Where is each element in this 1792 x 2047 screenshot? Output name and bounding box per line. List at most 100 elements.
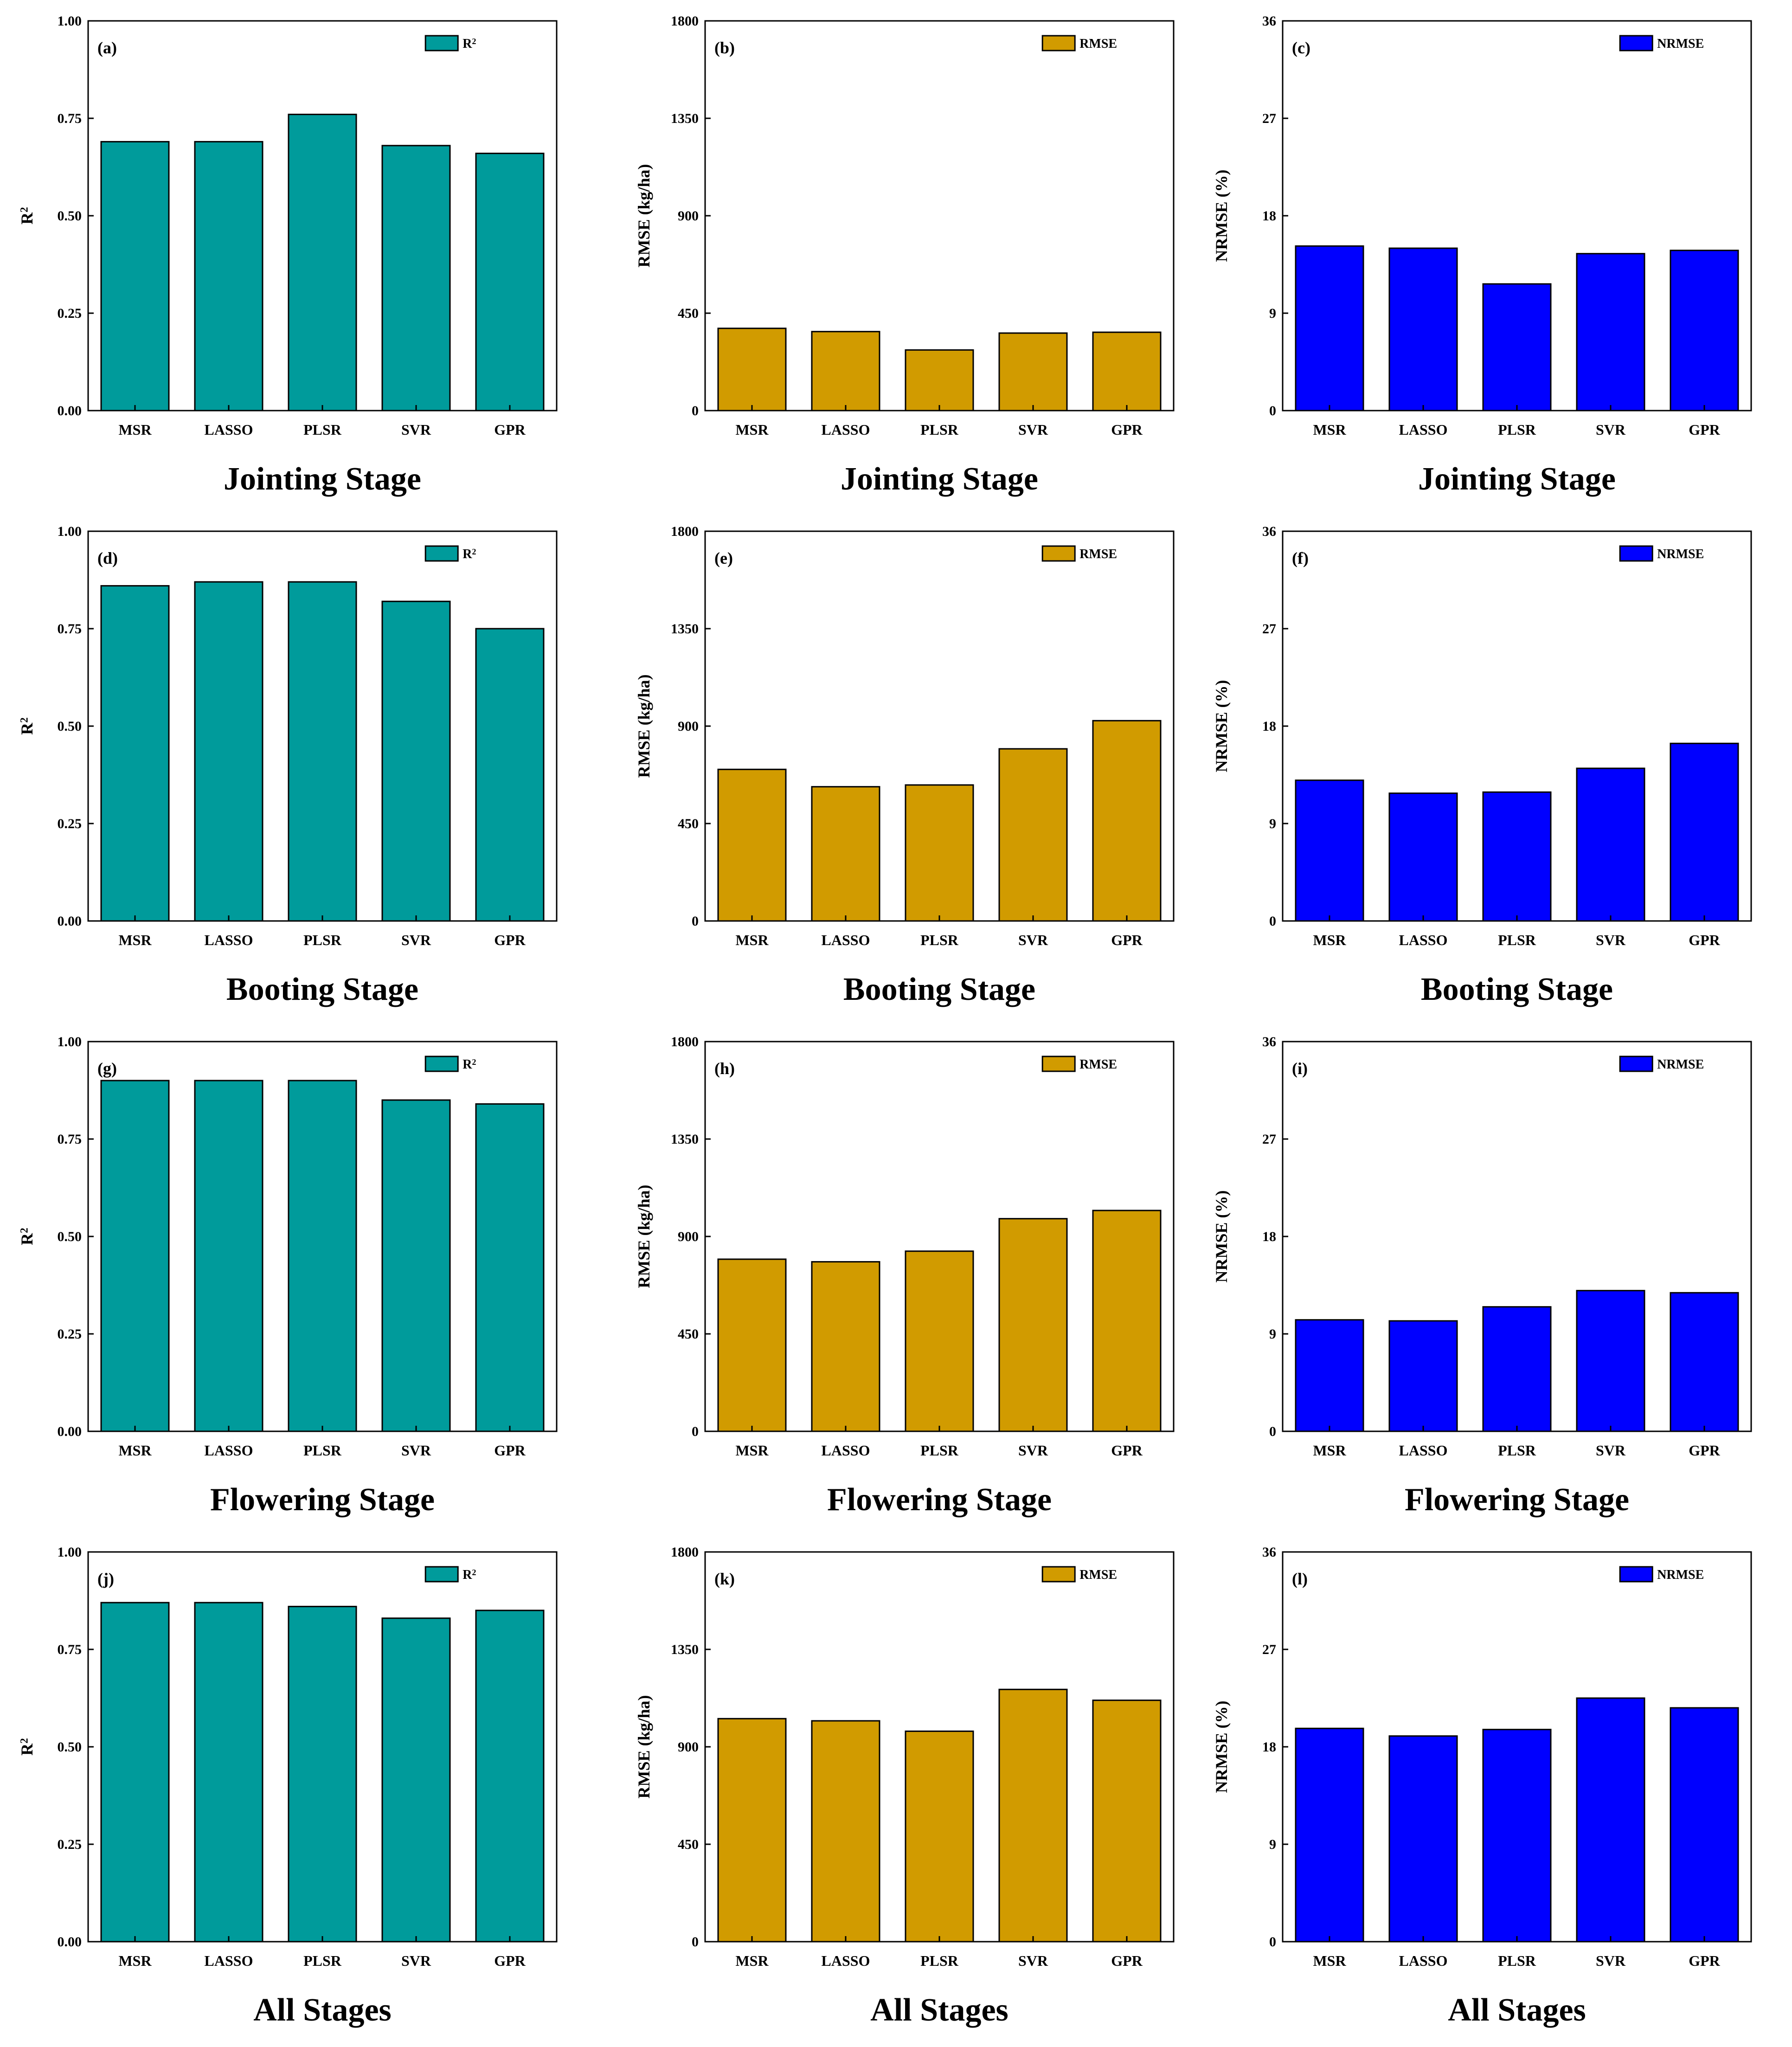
stage-title-h: Flowering Stage <box>827 1482 1052 1518</box>
y-axis-title-e: RMSE (kg/ha) <box>635 674 653 778</box>
x-tick-label-i-lasso: LASSO <box>1399 1442 1448 1459</box>
y-tick-label-i-1: 9 <box>1269 1326 1276 1342</box>
chart-panel-a: 0.00 0.25 0.50 0.75 1.00 MSR LASSO PLSR SVR GPR (a… <box>18 13 558 497</box>
x-tick-label-c-plsr: PLSR <box>1498 421 1536 438</box>
x-tick-label-c-svr: SVR <box>1596 421 1626 438</box>
x-tick-label-d-msr: MSR <box>118 932 152 948</box>
panel-label-a: (a) <box>97 39 117 57</box>
panel-label-f: (f) <box>1292 549 1309 567</box>
y-tick-label-g-1: 0.25 <box>58 1326 82 1342</box>
y-tick-label-i-3: 27 <box>1262 1132 1276 1147</box>
legend-swatch-i <box>1619 1056 1653 1072</box>
bar-i-plsr <box>1482 1306 1552 1432</box>
stage-title-d: Booting Stage <box>226 972 418 1007</box>
bar-g-lasso <box>194 1080 263 1432</box>
x-tick-label-j-gpr: GPR <box>494 1952 526 1969</box>
bar-i-svr <box>1576 1290 1645 1432</box>
legend-swatch-l <box>1619 1566 1653 1583</box>
bar-g-gpr <box>475 1103 545 1432</box>
y-tick-label-f-0: 0 <box>1269 914 1276 929</box>
chart-panel-f: 0 9 18 27 36 MSR LASSO PLSR SVR GPR (f) NRMSE NRMSE … <box>1212 524 1752 1007</box>
bar-c-msr <box>1295 245 1364 412</box>
chart-panel-l: 0 9 18 27 36 MSR LASSO PLSR SVR GPR (l) NRMSE NRMSE … <box>1212 1545 1752 2028</box>
bar-h-gpr <box>1092 1210 1162 1432</box>
y-tick-label-b-2: 900 <box>678 208 699 224</box>
bar-c-gpr <box>1670 250 1739 412</box>
bar-h-lasso <box>811 1261 880 1432</box>
bar-k-lasso <box>811 1720 880 1943</box>
bar-c-lasso <box>1388 247 1458 412</box>
panel-label-c: (c) <box>1292 39 1310 57</box>
x-tick-label-l-msr: MSR <box>1313 1952 1346 1969</box>
y-tick-label-a-2: 0.50 <box>58 208 82 224</box>
y-tick-label-e-1: 450 <box>678 816 699 831</box>
y-tick-label-g-0: 0.00 <box>58 1424 82 1439</box>
bar-b-svr <box>998 332 1068 412</box>
y-tick-label-l-1: 9 <box>1269 1837 1276 1852</box>
x-tick-label-i-gpr: GPR <box>1689 1442 1720 1459</box>
bar-d-svr <box>381 600 451 922</box>
bar-j-gpr <box>475 1609 545 1943</box>
x-tick-label-e-msr: MSR <box>735 932 769 948</box>
bar-k-svr <box>998 1688 1068 1943</box>
legend-swatch-g <box>424 1056 459 1072</box>
panel-label-i: (i) <box>1292 1059 1308 1078</box>
panel-label-d: (d) <box>97 549 118 567</box>
panel-label-g: (g) <box>97 1059 117 1078</box>
legend-swatch-j <box>424 1566 459 1583</box>
y-tick-label-b-4: 1800 <box>671 13 699 29</box>
x-tick-label-l-lasso: LASSO <box>1399 1952 1448 1969</box>
x-tick-label-h-lasso: LASSO <box>822 1442 870 1459</box>
y-axis-title-d: R2 <box>18 717 36 735</box>
legend-swatch-a <box>424 35 459 51</box>
bar-i-lasso <box>1388 1320 1458 1432</box>
x-tick-label-i-msr: MSR <box>1313 1442 1346 1459</box>
stage-title-e: Booting Stage <box>843 972 1035 1007</box>
y-tick-label-b-1: 450 <box>678 306 699 321</box>
legend-swatch-f <box>1619 545 1653 562</box>
stage-title-i: Flowering Stage <box>1405 1482 1629 1518</box>
stage-title-c: Jointing Stage <box>1418 461 1616 497</box>
x-tick-label-l-gpr: GPR <box>1689 1952 1720 1969</box>
y-tick-label-e-4: 1800 <box>671 524 699 539</box>
y-tick-label-g-4: 1.00 <box>58 1034 82 1049</box>
x-tick-label-g-lasso: LASSO <box>205 1442 253 1459</box>
x-tick-label-c-lasso: LASSO <box>1399 421 1448 438</box>
x-tick-label-d-gpr: GPR <box>494 932 526 948</box>
y-tick-label-h-4: 1800 <box>671 1034 699 1049</box>
y-axis-title-j: R2 <box>18 1738 36 1756</box>
bar-h-plsr <box>905 1250 974 1432</box>
x-tick-label-a-lasso: LASSO <box>205 421 253 438</box>
bar-d-plsr <box>288 581 357 922</box>
y-tick-label-k-4: 1800 <box>671 1545 699 1560</box>
legend-label-d: R2 <box>462 547 476 561</box>
chart-panel-g: 0.00 0.25 0.50 0.75 1.00 MSR LASSO PLSR SVR GPR (g… <box>18 1034 558 1518</box>
legend-swatch-d <box>424 545 459 562</box>
bar-a-lasso <box>194 141 263 412</box>
panel-label-b: (b) <box>714 39 735 57</box>
x-tick-label-i-svr: SVR <box>1596 1442 1626 1459</box>
x-tick-label-d-lasso: LASSO <box>205 932 253 948</box>
chart-panel-e: 0 450 900 1350 1800 MSR LASSO PLSR SVR GPR (e) RMSE… <box>635 524 1175 1007</box>
x-tick-label-h-gpr: GPR <box>1111 1442 1143 1459</box>
bar-f-msr <box>1295 779 1364 922</box>
x-tick-label-a-gpr: GPR <box>494 421 526 438</box>
x-tick-label-g-gpr: GPR <box>494 1442 526 1459</box>
legend-swatch-e <box>1041 545 1076 562</box>
y-tick-label-a-1: 0.25 <box>58 306 82 321</box>
y-axis-title-a: R2 <box>18 207 36 225</box>
y-tick-label-l-2: 18 <box>1262 1739 1276 1755</box>
y-axis-title-k: RMSE (kg/ha) <box>635 1695 653 1798</box>
bar-g-plsr <box>288 1080 357 1432</box>
bar-k-plsr <box>905 1730 974 1943</box>
bar-c-svr <box>1576 253 1645 412</box>
stage-title-j: All Stages <box>253 1992 392 2028</box>
y-tick-label-e-3: 1350 <box>671 621 699 637</box>
y-axis-title-f: NRMSE (%) <box>1212 680 1231 772</box>
bar-k-gpr <box>1092 1699 1162 1943</box>
x-tick-label-e-lasso: LASSO <box>822 932 870 948</box>
bar-l-svr <box>1576 1697 1645 1943</box>
stage-title-a: Jointing Stage <box>224 461 421 497</box>
legend-swatch-h <box>1041 1056 1076 1072</box>
bar-b-plsr <box>905 349 974 412</box>
